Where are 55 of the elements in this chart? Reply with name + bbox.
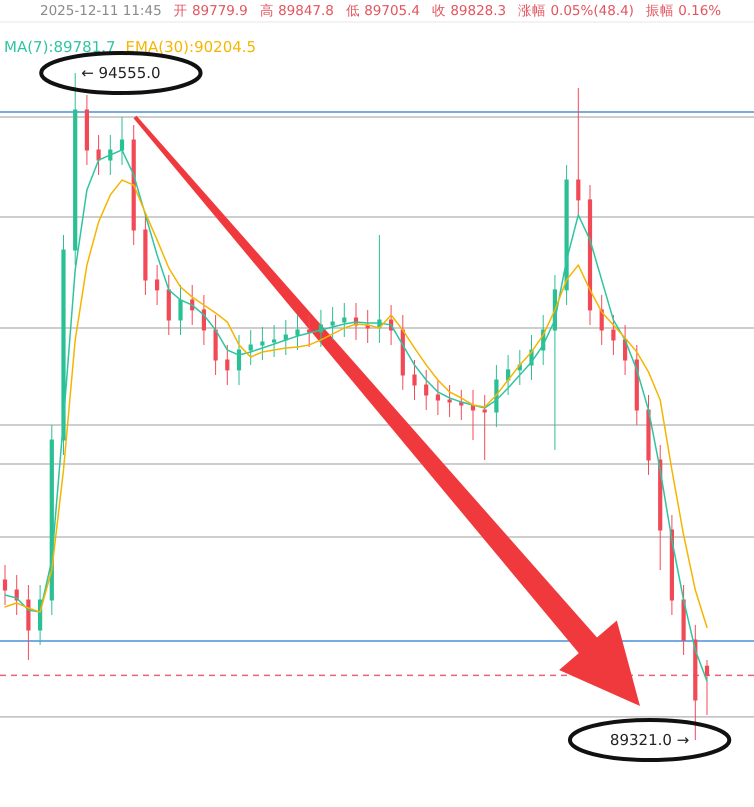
candlestick	[225, 344, 230, 386]
candlestick	[600, 294, 604, 346]
text: MA(7):89781.7	[4, 38, 116, 56]
annotation: 89321.0 →	[610, 731, 690, 749]
candlestick	[424, 369, 428, 410]
candlestick	[318, 309, 323, 348]
candlestick	[236, 334, 242, 386]
candlestick	[436, 379, 440, 416]
candlestick	[459, 389, 464, 421]
candlestick	[330, 306, 335, 340]
candlestick	[552, 274, 557, 450]
candlestick	[704, 659, 710, 716]
candlestick	[412, 359, 417, 400]
candlestick	[634, 344, 639, 426]
text: 低 89705.4	[346, 3, 420, 19]
text: 高 89847.8	[260, 3, 334, 19]
candlestick	[260, 326, 264, 360]
candlestick	[155, 264, 160, 306]
candlestick	[470, 389, 476, 441]
candlestick	[448, 384, 452, 418]
candlestick	[166, 274, 171, 336]
candlestick	[96, 134, 101, 176]
candlestick	[214, 314, 218, 376]
candlestick	[658, 444, 662, 570]
candlestick	[377, 234, 382, 344]
candlestick	[342, 302, 346, 338]
candlestick	[202, 294, 206, 346]
candlestick	[190, 284, 194, 326]
candlestick	[693, 624, 698, 740]
candlestick	[506, 354, 510, 396]
candlestick	[272, 324, 276, 358]
candlestick	[132, 124, 136, 246]
candlestick	[2, 564, 8, 606]
candlestick	[576, 88, 580, 216]
text: 涨幅 0.05%(48.4)	[518, 3, 634, 19]
candlestick	[307, 314, 312, 348]
candlestick	[284, 319, 288, 356]
candlestick	[482, 394, 487, 461]
candlestick	[400, 314, 405, 390]
candlestick	[143, 214, 148, 296]
text: EMA(30):90204.5	[126, 38, 256, 56]
candlestick	[366, 309, 370, 344]
candlestick	[26, 584, 30, 660]
candlestick	[14, 574, 19, 616]
candlestick	[178, 284, 183, 336]
text: 开 89779.9	[174, 3, 248, 19]
candlestick	[611, 314, 616, 356]
annotation: ← 94555.0	[81, 64, 161, 82]
text: 振幅 0.16%	[646, 3, 722, 19]
candlestick	[248, 330, 253, 366]
candlestick	[84, 94, 89, 166]
candlestick	[518, 350, 522, 386]
text: 2025-12-11 11:45	[40, 3, 162, 19]
candlestick	[295, 314, 300, 351]
text: 收 89828.3	[432, 3, 506, 19]
